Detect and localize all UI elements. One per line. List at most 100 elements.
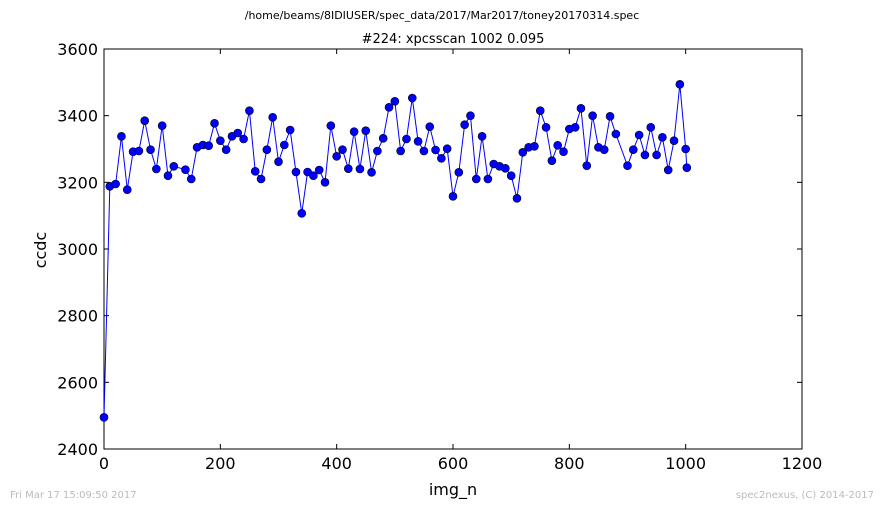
data-point xyxy=(466,111,475,120)
data-point xyxy=(250,167,260,176)
data-point xyxy=(553,141,563,150)
data-point xyxy=(367,168,376,177)
data-point xyxy=(163,171,173,180)
data-point xyxy=(262,145,272,154)
data-point xyxy=(629,145,638,154)
y-tick-label: 3600 xyxy=(57,40,98,59)
y-tick-label: 2400 xyxy=(57,440,98,459)
data-point xyxy=(442,144,452,153)
data-point xyxy=(256,174,266,184)
data-point xyxy=(599,145,609,154)
data-point xyxy=(169,162,179,171)
data-point xyxy=(280,140,289,150)
data-point xyxy=(576,104,586,113)
data-point xyxy=(646,123,656,132)
data-point xyxy=(373,146,382,156)
data-point xyxy=(332,152,341,161)
data-point xyxy=(559,147,568,156)
data-point xyxy=(268,113,277,122)
data-point xyxy=(309,171,318,180)
data-point xyxy=(682,163,692,172)
series-ccdc xyxy=(99,80,692,422)
data-point xyxy=(233,128,243,138)
data-point xyxy=(570,123,580,132)
data-point xyxy=(669,136,679,145)
data-point xyxy=(378,134,388,143)
data-point xyxy=(448,192,458,201)
data-point xyxy=(477,132,487,141)
data-point xyxy=(285,125,295,135)
data-point xyxy=(181,165,190,174)
data-point xyxy=(431,145,440,155)
data-point xyxy=(652,150,661,160)
data-point xyxy=(530,142,539,151)
data-point xyxy=(681,144,690,154)
data-point xyxy=(326,121,336,130)
data-point xyxy=(355,164,365,174)
x-tick-label: 800 xyxy=(554,454,585,473)
data-point xyxy=(239,134,248,144)
data-point xyxy=(437,154,446,163)
y-tick-label: 3400 xyxy=(57,107,98,126)
x-axis-label: img_n xyxy=(429,480,477,500)
data-point xyxy=(541,123,551,132)
x-tick-label: 1000 xyxy=(665,454,706,473)
data-point xyxy=(146,145,155,154)
data-point xyxy=(297,209,307,218)
data-point xyxy=(605,112,615,121)
file-path-header: /home/beams/8IDIUSER/spec_data/2017/Mar2… xyxy=(245,9,640,22)
data-point xyxy=(454,168,464,177)
data-point xyxy=(396,146,405,156)
data-point xyxy=(117,132,126,141)
data-point xyxy=(611,129,621,139)
data-point xyxy=(483,174,493,184)
data-point xyxy=(402,134,411,144)
data-point xyxy=(390,97,400,106)
x-tick-label: 400 xyxy=(321,454,352,473)
data-point xyxy=(413,137,423,146)
axis-ticks: 0 200 400 600 800 1000 1200 2400 2600 2800 3000 320… xyxy=(57,40,822,473)
data-point xyxy=(122,185,132,194)
data-point xyxy=(535,106,545,115)
y-tick-label: 3000 xyxy=(57,240,98,259)
data-point xyxy=(407,93,417,103)
data-point xyxy=(663,165,673,175)
data-point xyxy=(658,133,667,142)
data-point xyxy=(582,161,592,170)
data-point xyxy=(460,120,469,129)
data-point xyxy=(291,167,301,177)
data-point xyxy=(99,413,109,422)
data-point xyxy=(245,106,254,115)
x-tick-label: 1200 xyxy=(782,454,823,473)
data-point xyxy=(157,121,167,130)
data-point xyxy=(204,141,213,150)
chart-title: #224: xpcsscan 1002 0.095 xyxy=(362,32,545,47)
data-point xyxy=(425,122,435,131)
data-point xyxy=(134,146,144,156)
data-point xyxy=(675,80,685,89)
y-tick-label: 2800 xyxy=(57,307,98,326)
data-point xyxy=(588,111,597,120)
data-point xyxy=(419,146,429,156)
data-point xyxy=(506,171,516,180)
footer-timestamp: Fri Mar 17 15:09:50 2017 xyxy=(10,490,137,501)
data-point xyxy=(623,161,632,170)
plot-area xyxy=(103,48,803,450)
data-point xyxy=(343,164,353,173)
data-point xyxy=(210,119,219,128)
data-point xyxy=(384,103,394,112)
data-point xyxy=(640,150,650,160)
data-point xyxy=(274,157,283,166)
data-point xyxy=(512,194,522,203)
data-point xyxy=(349,127,359,136)
data-point xyxy=(634,130,644,140)
data-point xyxy=(140,116,150,125)
data-point xyxy=(338,145,347,154)
data-point xyxy=(314,165,324,175)
y-axis-label: ccdc xyxy=(31,232,50,269)
data-point xyxy=(216,136,225,145)
y-tick-label: 3200 xyxy=(57,173,98,192)
data-point xyxy=(221,145,231,154)
footer-credit: spec2nexus, (C) 2014-2017 xyxy=(736,490,874,501)
